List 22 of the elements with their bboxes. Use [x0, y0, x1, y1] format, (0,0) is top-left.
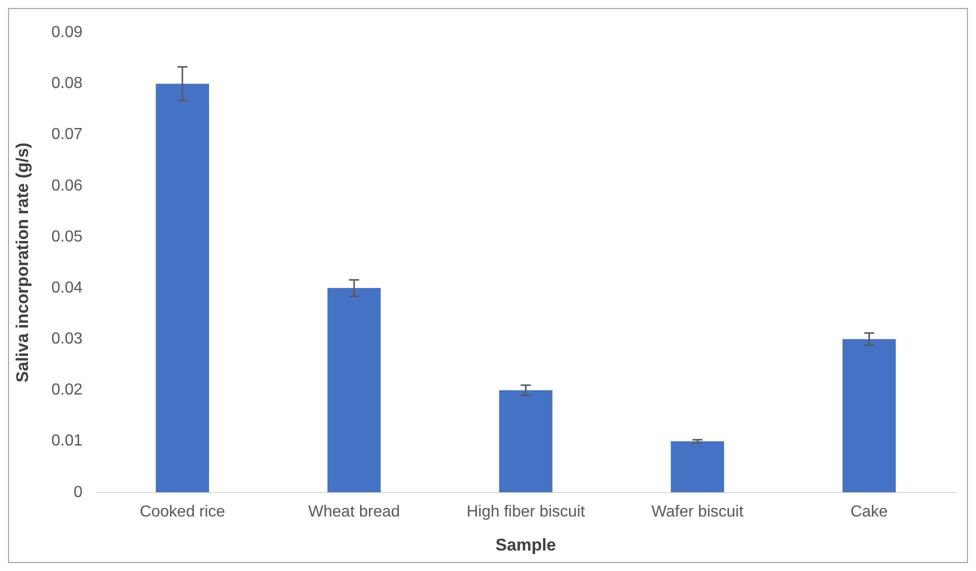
- y-tick-label: 0.04: [51, 279, 83, 296]
- y-tick-label: 0.05: [51, 228, 83, 246]
- x-tick-label: Wafer biscuit: [652, 503, 744, 520]
- x-axis-title: Sample: [496, 535, 556, 554]
- y-tick-label: 0.08: [51, 75, 83, 92]
- x-tick-label: Cake: [850, 503, 888, 520]
- y-tick-label: 0.02: [51, 382, 83, 399]
- y-tick-label: 0.07: [51, 126, 83, 144]
- bar: [499, 390, 552, 492]
- y-axis-title: Saliva incorporation rate (g/s): [12, 142, 32, 382]
- x-tick-label: High fiber biscuit: [466, 503, 586, 520]
- y-tick-label: 0.01: [51, 432, 83, 450]
- bar: [156, 84, 209, 492]
- bar: [327, 288, 381, 492]
- bar: [670, 441, 724, 492]
- y-tick-label: 0.06: [51, 177, 83, 194]
- bar: [842, 339, 896, 492]
- x-tick-label: Wheat bread: [308, 503, 400, 520]
- y-tick-label: 0: [74, 484, 83, 501]
- y-tick-label: 0.09: [51, 24, 83, 42]
- y-tick-label: 0.03: [51, 330, 83, 348]
- x-tick-label: Cooked rice: [140, 503, 226, 520]
